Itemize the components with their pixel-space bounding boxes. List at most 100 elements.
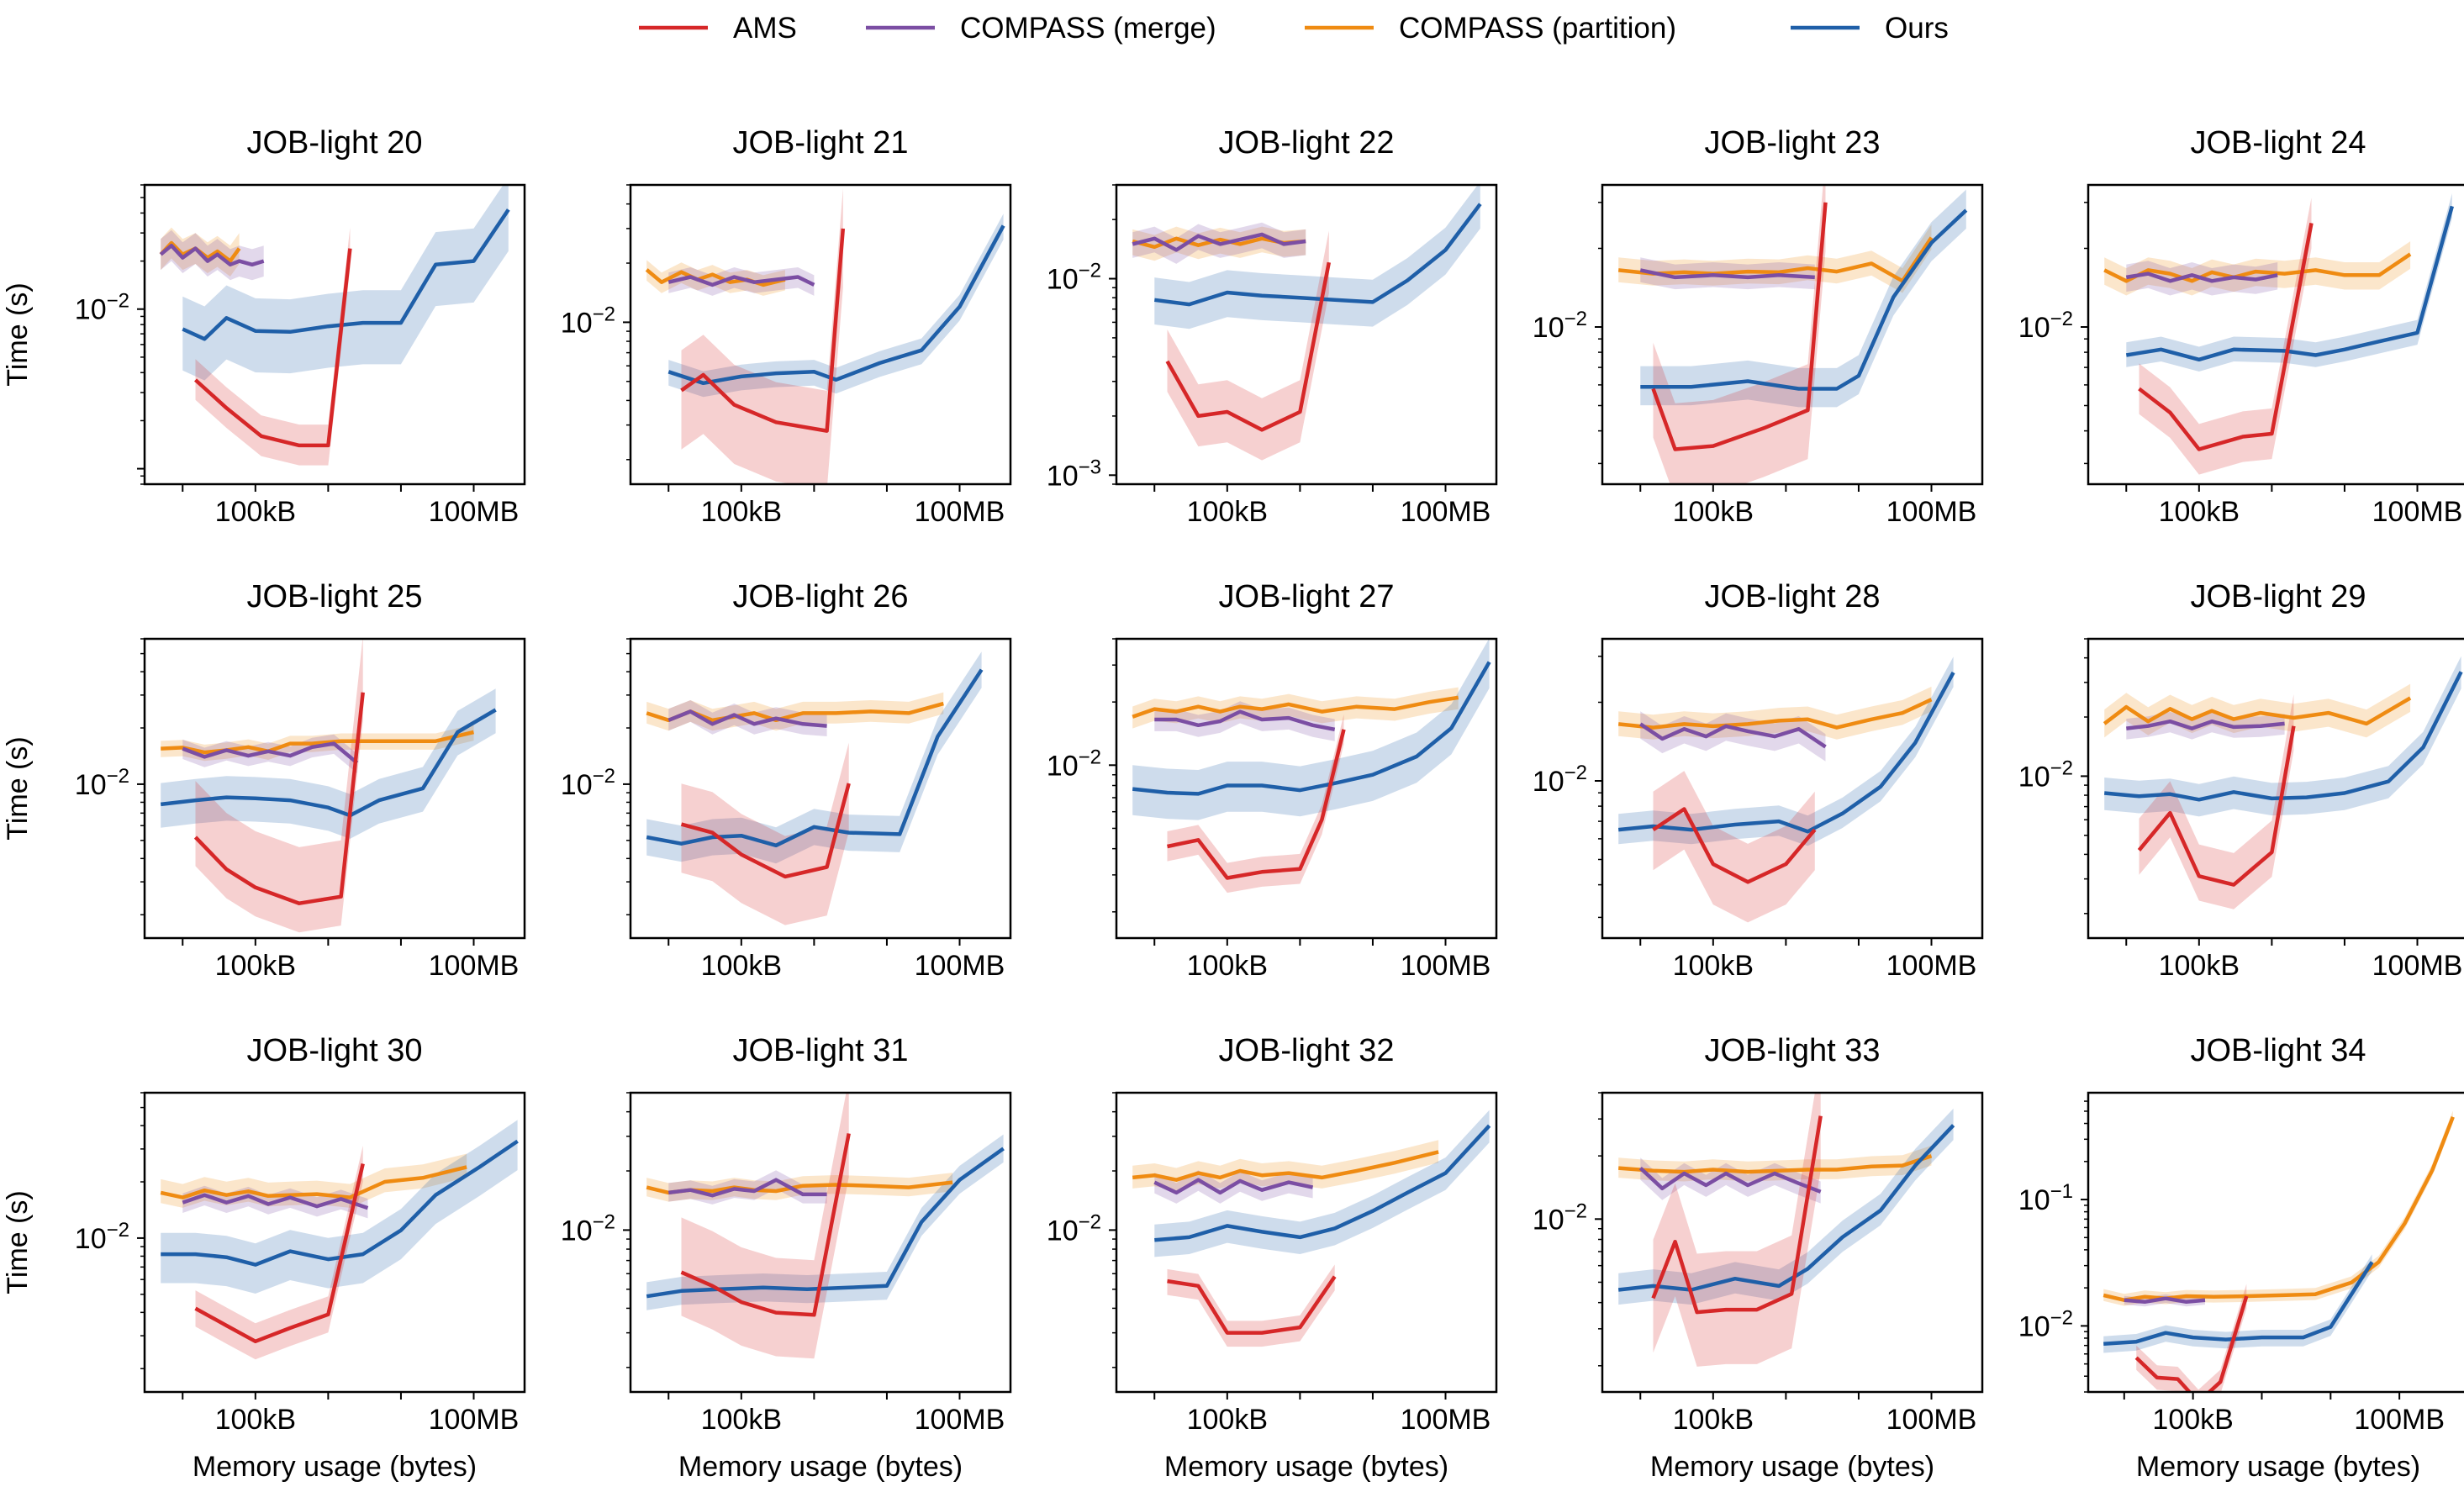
subplot-job-light-34: JOB-light 34 100kB 100MB 10−1 10−2 Memory usa… bbox=[2018, 1033, 2464, 1483]
subplot-title: JOB-light 27 bbox=[1218, 579, 1394, 614]
y-tick-label: 10−2 bbox=[1047, 746, 1101, 782]
x-axis-label: Memory usage (bytes) bbox=[1650, 1451, 1934, 1483]
x-tick-label: 100MB bbox=[915, 1404, 1005, 1436]
plot-area bbox=[160, 1120, 519, 1360]
x-tick-label: 100MB bbox=[2372, 950, 2463, 982]
plot-frame bbox=[1115, 637, 1498, 940]
line-compass-merge bbox=[1639, 268, 1815, 280]
band-ams bbox=[1653, 771, 1815, 923]
subplot-job-light-24: JOB-light 24 100kB 100MB 10−2 bbox=[2018, 125, 2464, 528]
subplot-title: JOB-light 20 bbox=[246, 125, 422, 161]
line-ams bbox=[2134, 1295, 2249, 1392]
line-ams bbox=[680, 228, 846, 433]
subplot-job-light-32: JOB-light 32 100kB 100MB 10−2 Memory usage (… bbox=[1047, 1033, 1498, 1483]
y-tick-label: 10−2 bbox=[1533, 762, 1587, 798]
y-tick-label: 10−2 bbox=[75, 290, 129, 326]
plot-area bbox=[646, 651, 984, 925]
plot-area bbox=[1617, 185, 1968, 484]
band-compass-merge bbox=[1154, 1170, 1313, 1204]
subplot-job-light-33: JOB-light 33 100kB 100MB 10−2 Memory usage (… bbox=[1533, 1033, 1984, 1483]
subplot-job-light-25: JOB-light 25 100kB 100MB 10−2 Time (s) bbox=[2, 579, 526, 982]
subplot-job-light-27: JOB-light 27 100kB 100MB 10−2 bbox=[1047, 579, 1498, 982]
x-tick-label: 100kB bbox=[1187, 496, 1268, 528]
plot-frame bbox=[2087, 183, 2464, 486]
x-tick-label: 100MB bbox=[915, 950, 1005, 982]
line-ours bbox=[667, 224, 1005, 386]
x-tick-label: 100kB bbox=[1673, 950, 1754, 982]
plot-area bbox=[1617, 656, 1955, 923]
line-compass-merge bbox=[159, 243, 265, 267]
x-tick-label: 100MB bbox=[429, 496, 520, 528]
line-ours bbox=[1617, 672, 1955, 834]
x-tick-label: 100kB bbox=[701, 950, 782, 982]
subplot-job-light-26: JOB-light 26 100kB 100MB 10−2 bbox=[561, 579, 1012, 982]
line-compass-merge bbox=[667, 275, 815, 287]
line-ams bbox=[193, 692, 365, 905]
legend-entry-ours: Ours bbox=[1791, 12, 1949, 45]
line-compass-merge bbox=[182, 741, 359, 765]
y-tick-label: 10−2 bbox=[561, 303, 615, 339]
line-ours bbox=[2103, 671, 2463, 802]
y-tick-label: 10−2 bbox=[75, 765, 129, 801]
subplot-title: JOB-light 33 bbox=[1704, 1033, 1880, 1068]
band-ams bbox=[681, 1093, 849, 1359]
band-ours bbox=[2103, 1254, 2372, 1353]
x-axis-label: Memory usage (bytes) bbox=[193, 1451, 477, 1483]
x-tick-label: 100kB bbox=[2152, 1404, 2233, 1436]
plot-frame bbox=[1115, 183, 1498, 486]
x-tick-label: 100MB bbox=[2354, 1404, 2445, 1436]
plot-frame bbox=[1115, 1091, 1498, 1394]
line-compass-merge bbox=[1132, 232, 1306, 252]
subplot-title: JOB-light 25 bbox=[246, 579, 422, 614]
subplot-title: JOB-light 22 bbox=[1218, 125, 1394, 161]
x-tick-label: 100kB bbox=[1673, 1404, 1754, 1436]
line-ams bbox=[2138, 222, 2314, 451]
line-ams bbox=[680, 1133, 851, 1317]
legend-label-compass-partition: COMPASS (partition) bbox=[1399, 12, 1676, 45]
band-ams bbox=[681, 742, 849, 925]
x-tick-label: 100kB bbox=[2159, 496, 2240, 528]
subplot-grid: JOB-light 20 100kB 100MB 10−2 Time (s) JOB-li… bbox=[2, 125, 2464, 1483]
x-tick-label: 100kB bbox=[215, 950, 296, 982]
plot-area bbox=[160, 639, 497, 933]
subplot-job-light-23: JOB-light 23 100kB 100MB 10−2 bbox=[1533, 125, 1984, 528]
plot-area bbox=[2103, 1110, 2455, 1392]
x-tick-label: 100kB bbox=[701, 1404, 782, 1436]
legend-label-ams: AMS bbox=[733, 12, 797, 45]
x-axis-label: Memory usage (bytes) bbox=[1164, 1451, 1448, 1483]
y-axis-label: Time (s) bbox=[2, 1190, 34, 1294]
y-tick-label: 10−2 bbox=[2018, 1306, 2073, 1342]
legend-label-compass-merge: COMPASS (merge) bbox=[960, 12, 1216, 45]
subplot-job-light-31: JOB-light 31 100kB 100MB 10−2 Memory usage (… bbox=[561, 1033, 1012, 1483]
legend-entry-compass-merge: COMPASS (merge) bbox=[866, 12, 1216, 45]
band-ams bbox=[2139, 198, 2312, 475]
band-ams bbox=[195, 227, 351, 466]
x-axis-label: Memory usage (bytes) bbox=[678, 1451, 963, 1483]
y-axis-label: Time (s) bbox=[2, 282, 34, 386]
plot-frame bbox=[143, 183, 526, 486]
plot-frame bbox=[629, 1091, 1012, 1394]
band-compass-partition bbox=[2104, 241, 2411, 296]
line-ours bbox=[1154, 1124, 1491, 1242]
x-tick-label: 100MB bbox=[1886, 496, 1977, 528]
plot-area bbox=[1132, 1110, 1491, 1347]
line-ams bbox=[1167, 1275, 1337, 1335]
x-tick-label: 100MB bbox=[429, 950, 520, 982]
x-tick-label: 100MB bbox=[1401, 1404, 1491, 1436]
x-tick-label: 100kB bbox=[701, 496, 782, 528]
band-ams bbox=[2139, 694, 2294, 909]
line-ours bbox=[1640, 208, 1968, 391]
plot-area bbox=[1132, 185, 1482, 461]
line-compass-partition bbox=[2103, 696, 2412, 726]
y-tick-label: 10−2 bbox=[561, 1210, 615, 1247]
line-ours bbox=[646, 668, 984, 848]
plot-area bbox=[1617, 1093, 1955, 1367]
y-tick-label: 10−2 bbox=[1533, 308, 1587, 344]
band-ours bbox=[161, 688, 496, 839]
subplot-job-light-29: JOB-light 29 100kB 100MB 10−2 bbox=[2018, 579, 2464, 982]
x-tick-label: 100MB bbox=[1401, 496, 1491, 528]
x-tick-label: 100MB bbox=[915, 496, 1005, 528]
y-tick-label: 10−2 bbox=[1047, 1210, 1101, 1247]
line-ours bbox=[1154, 203, 1482, 307]
